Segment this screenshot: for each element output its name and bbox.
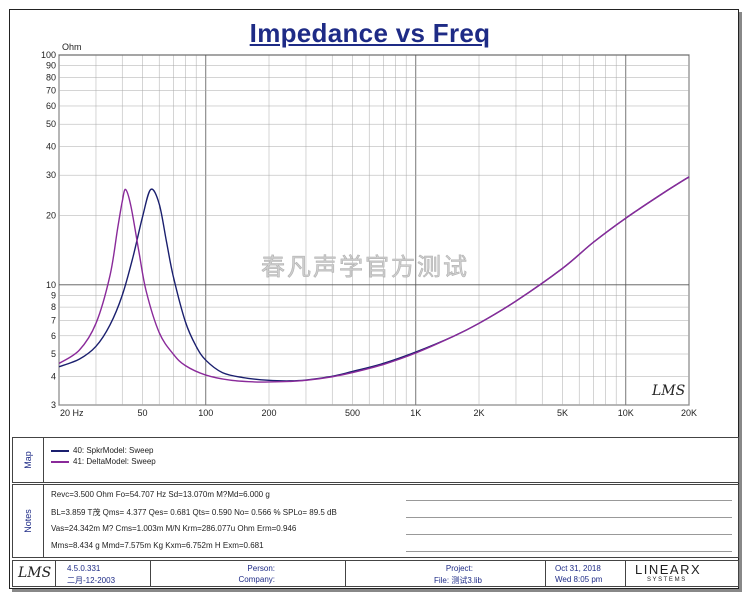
- footer-date-cell: Oct 31, 2018 Wed 8:05 pm: [545, 561, 626, 586]
- x-tick-label: 20K: [681, 408, 697, 418]
- lms-corner-logo: LMS: [651, 383, 685, 399]
- note-line-4: Mms=8.434 g Mmd=7.575m Kg Kxm=6.752m H E…: [51, 541, 264, 550]
- legend-item-spkr[interactable]: 40: SpkrModel: Sweep: [51, 446, 154, 455]
- note-line-3: Vas=24.342m M? Cms=1.003m M/N Krm=286.07…: [51, 524, 297, 533]
- y-tick-label: 7: [51, 315, 56, 325]
- y-axis-unit: Ohm: [62, 42, 82, 52]
- notes-panel: Notes Revc=3.500 Ohm Fo=54.707 Hz Sd=13.…: [12, 484, 739, 558]
- x-tick-label: 200: [261, 408, 276, 418]
- x-tick-label: 5K: [557, 408, 568, 418]
- y-tick-label: 9: [51, 290, 56, 300]
- legend-item-delta[interactable]: 41: DeltaModel: Sweep: [51, 457, 156, 466]
- x-tick-label: 20 Hz: [60, 408, 84, 418]
- x-tick-label: 50: [138, 408, 148, 418]
- y-tick-label: 50: [46, 119, 56, 129]
- note-line-2: BL=3.859 T茂 Qms= 4.377 Qes= 0.681 Qts= 0…: [51, 508, 337, 517]
- footer-company-label: Company:: [238, 575, 275, 584]
- footer-date: Oct 31, 2018: [555, 564, 601, 573]
- watermark-text: 春凡声学官方测试: [261, 253, 469, 281]
- series-group: [58, 176, 690, 383]
- y-tick-label: 6: [51, 331, 56, 341]
- series-line-delta-model: [58, 176, 690, 383]
- footer-project-cell: Project: File: 测试3.lib: [345, 561, 546, 586]
- legend-label-spkr: 40: SpkrModel: Sweep: [73, 446, 154, 455]
- y-tick-label: 20: [46, 211, 56, 221]
- legend-label-delta: 41: DeltaModel: Sweep: [73, 457, 156, 466]
- footer-brand-cell: LINEARX S Y S T E M S: [625, 561, 738, 586]
- grid-lines: [58, 54, 690, 406]
- x-tick-label: 100: [198, 408, 213, 418]
- y-tick-label: 80: [46, 72, 56, 82]
- footer-version: 4.5.0.331: [67, 564, 101, 573]
- y-tick-label: 4: [51, 371, 56, 381]
- footer-person-label: Person:: [247, 564, 275, 573]
- y-tick-label: 70: [46, 86, 56, 96]
- y-tick-label: 10: [46, 280, 56, 290]
- x-tick-labels: 20 Hz 50 100 200 500 1K 2K 5K 10K 20K: [60, 408, 697, 418]
- legend-swatch-delta: [51, 460, 69, 463]
- map-panel: Map 40: SpkrModel: Sweep 41: DeltaModel:…: [12, 437, 739, 483]
- x-tick-label: 500: [345, 408, 360, 418]
- footer-lms-logo: LMS: [18, 565, 52, 581]
- x-tick-label: 1K: [410, 408, 421, 418]
- plot-area: [58, 54, 690, 406]
- note-rule-1: [406, 500, 732, 501]
- footer-logo-cell: LMS: [13, 561, 56, 586]
- y-tick-label: 30: [46, 170, 56, 180]
- footer-brand-top: LINEARX: [635, 562, 702, 577]
- notes-side-label: Notes: [13, 485, 44, 557]
- footer-time: Wed 8:05 pm: [555, 575, 603, 584]
- footer-bar: LMS 4.5.0.331 二月-12-2003 Person: Company…: [12, 560, 739, 587]
- y-tick-label: 60: [46, 101, 56, 111]
- y-tick-label: 40: [46, 141, 56, 151]
- footer-date-code: 二月-12-2003: [67, 576, 116, 585]
- note-rule-3: [406, 534, 732, 535]
- footer-version-cell: 4.5.0.331 二月-12-2003: [55, 561, 151, 586]
- legend-swatch-spkr: [51, 449, 69, 452]
- note-line-1: Revc=3.500 Ohm Fo=54.707 Hz Sd=13.070m M…: [51, 490, 270, 499]
- footer-file-label: File: 测试3.lib: [433, 576, 482, 585]
- footer-brand-bottom: S Y S T E M S: [647, 577, 686, 583]
- y-tick-label: 5: [51, 349, 56, 359]
- x-tick-label: 2K: [473, 408, 484, 418]
- x-tick-label: 10K: [618, 408, 634, 418]
- footer-person-cell: Person: Company:: [150, 561, 346, 586]
- map-side-label: Map: [13, 438, 44, 482]
- footer-project-label: Project:: [445, 564, 473, 573]
- note-rule-4: [406, 551, 732, 552]
- y-tick-label: 90: [46, 61, 56, 71]
- chart-title: Impedance vs Freq: [249, 18, 491, 48]
- y-tick-label: 8: [51, 302, 56, 312]
- note-rule-2: [406, 517, 732, 518]
- y-tick-label: 100: [41, 50, 56, 60]
- y-tick-label: 3: [51, 400, 56, 410]
